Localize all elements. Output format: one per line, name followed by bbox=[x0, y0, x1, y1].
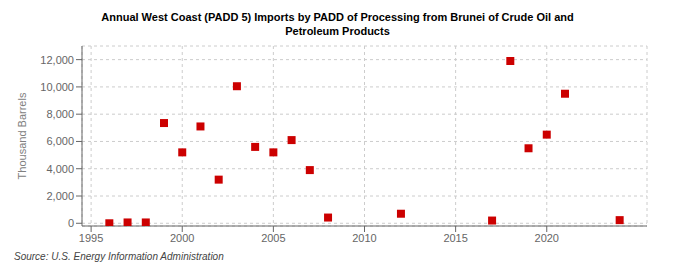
svg-text:2000: 2000 bbox=[170, 232, 194, 244]
html-text:Annual West Coast (PADD 5) Imp: Annual West Coast (PADD 5) Imports by PA… bbox=[101, 11, 574, 23]
svg-text:0: 0 bbox=[68, 217, 74, 229]
svg-text:2005: 2005 bbox=[261, 232, 285, 244]
html-text:Petroleum Products: Petroleum Products bbox=[285, 25, 390, 37]
svg-text:2010: 2010 bbox=[352, 232, 376, 244]
svg-text:2020: 2020 bbox=[535, 232, 559, 244]
svg-text:6,000: 6,000 bbox=[46, 135, 74, 147]
svg-text:2,000: 2,000 bbox=[46, 190, 74, 202]
svg-text:4,000: 4,000 bbox=[46, 163, 74, 175]
svg-text:Thousand Barrels: Thousand Barrels bbox=[16, 92, 28, 179]
html-text:Source: U.S. Energy Informatio: Source: U.S. Energy Information Administ… bbox=[14, 251, 224, 262]
svg-text:1995: 1995 bbox=[79, 232, 103, 244]
svg-text:8,000: 8,000 bbox=[46, 108, 74, 120]
svg-text:10,000: 10,000 bbox=[40, 81, 74, 93]
svg-text:2015: 2015 bbox=[443, 232, 467, 244]
svg-text:12,000: 12,000 bbox=[40, 54, 74, 66]
